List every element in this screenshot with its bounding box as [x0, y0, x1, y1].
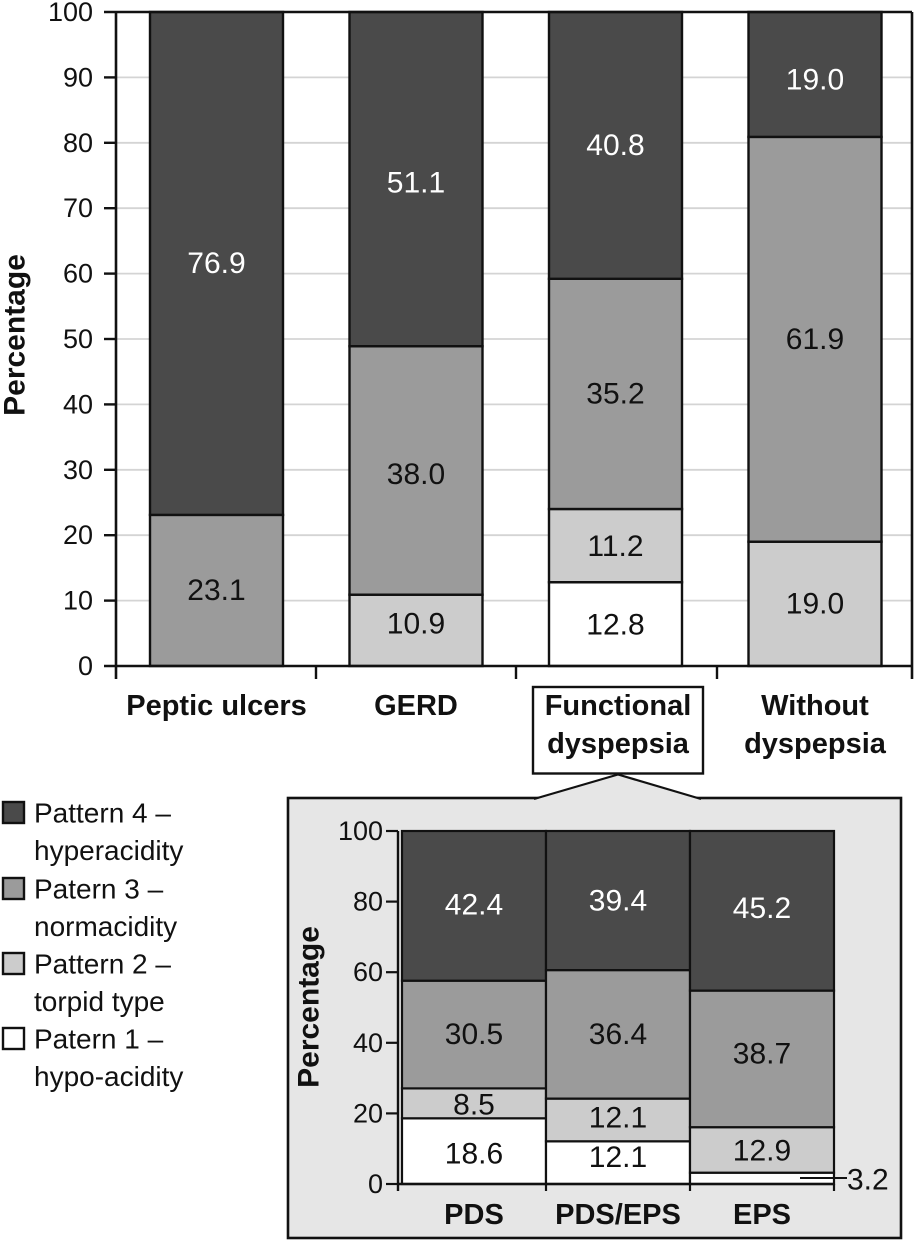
svg-text:35.2: 35.2: [586, 377, 644, 410]
svg-text:PDS: PDS: [444, 1199, 504, 1231]
svg-text:39.4: 39.4: [589, 885, 647, 918]
svg-text:61.9: 61.9: [786, 323, 844, 356]
svg-text:dyspepsia: dyspepsia: [547, 728, 690, 760]
svg-text:23.1: 23.1: [187, 574, 245, 607]
svg-text:Patern 3 –: Patern 3 –: [34, 874, 164, 905]
svg-text:Peptic ulcers: Peptic ulcers: [126, 690, 307, 722]
svg-text:100: 100: [48, 0, 93, 27]
svg-text:40: 40: [353, 1028, 383, 1058]
svg-text:60: 60: [63, 259, 93, 289]
svg-text:38.7: 38.7: [733, 1038, 791, 1071]
svg-text:Pattern 4 –: Pattern 4 –: [34, 798, 171, 829]
svg-text:12.8: 12.8: [586, 609, 644, 642]
svg-text:19.0: 19.0: [786, 587, 844, 620]
svg-text:12.1: 12.1: [589, 1141, 647, 1174]
svg-text:30.5: 30.5: [445, 1018, 503, 1051]
svg-text:Pattern 2 –: Pattern 2 –: [34, 949, 171, 980]
svg-text:76.9: 76.9: [187, 247, 245, 280]
svg-text:80: 80: [353, 887, 383, 917]
svg-text:Without: Without: [761, 690, 869, 722]
svg-text:8.5: 8.5: [453, 1089, 495, 1122]
svg-text:10: 10: [63, 586, 93, 616]
svg-text:0: 0: [78, 651, 93, 681]
svg-text:PDS/EPS: PDS/EPS: [555, 1199, 681, 1231]
svg-text:18.6: 18.6: [445, 1138, 503, 1171]
svg-text:3.2: 3.2: [847, 1164, 889, 1197]
svg-text:40: 40: [63, 389, 93, 419]
svg-text:50: 50: [63, 324, 93, 354]
svg-text:EPS: EPS: [733, 1199, 791, 1231]
svg-text:19.0: 19.0: [786, 64, 844, 97]
svg-text:10.9: 10.9: [387, 608, 445, 641]
svg-text:Percentage: Percentage: [0, 254, 32, 416]
svg-text:hyperacidity: hyperacidity: [34, 835, 183, 866]
svg-text:51.1: 51.1: [387, 167, 445, 200]
svg-text:70: 70: [63, 193, 93, 223]
svg-text:100: 100: [338, 816, 383, 846]
svg-text:45.2: 45.2: [733, 892, 791, 925]
svg-text:normacidity: normacidity: [34, 911, 177, 942]
svg-text:20: 20: [63, 520, 93, 550]
svg-text:38.0: 38.0: [387, 458, 445, 491]
svg-text:42.4: 42.4: [445, 889, 503, 922]
svg-text:90: 90: [63, 62, 93, 92]
svg-text:torpid type: torpid type: [34, 986, 165, 1017]
svg-text:30: 30: [63, 455, 93, 485]
svg-text:20: 20: [353, 1098, 383, 1128]
svg-text:80: 80: [63, 128, 93, 158]
svg-text:Functional: Functional: [545, 690, 692, 722]
svg-text:12.9: 12.9: [733, 1135, 791, 1168]
svg-text:0: 0: [368, 1169, 383, 1199]
svg-text:60: 60: [353, 957, 383, 987]
svg-text:40.8: 40.8: [586, 129, 644, 162]
svg-text:dyspepsia: dyspepsia: [744, 728, 887, 760]
svg-text:hypo-acidity: hypo-acidity: [34, 1061, 183, 1092]
svg-text:12.1: 12.1: [589, 1102, 647, 1135]
svg-text:Percentage: Percentage: [293, 926, 326, 1088]
svg-text:GERD: GERD: [374, 690, 458, 722]
svg-text:Patern 1 –: Patern 1 –: [34, 1024, 164, 1055]
svg-text:36.4: 36.4: [589, 1018, 647, 1051]
svg-text:11.2: 11.2: [587, 530, 643, 563]
